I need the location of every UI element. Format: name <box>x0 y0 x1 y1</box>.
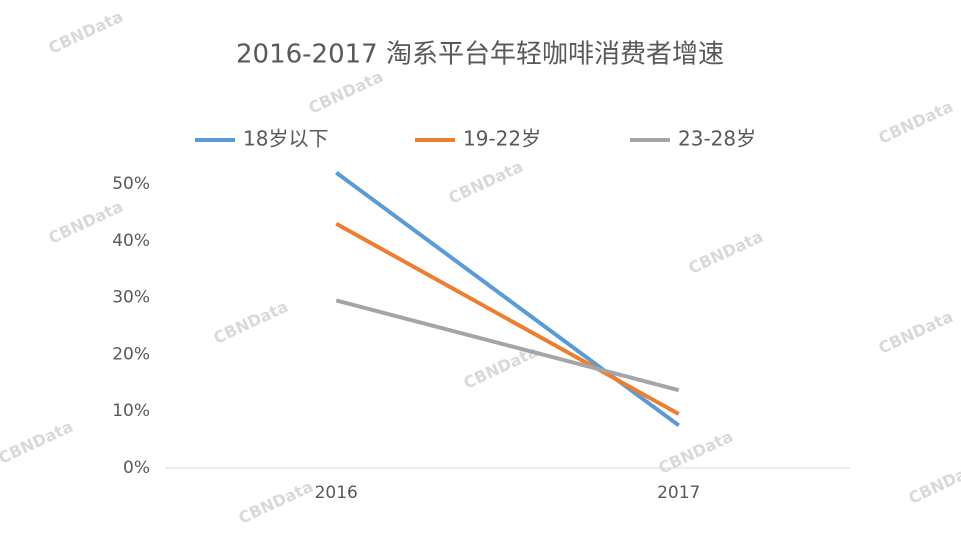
y-tick-label: 0% <box>123 458 150 478</box>
line-series <box>335 298 680 393</box>
watermark: CBNData <box>446 157 526 208</box>
x-tick-label: 2017 <box>657 483 700 503</box>
legend-label: 23-28岁 <box>678 127 756 151</box>
chart-title: 2016-2017 淘系平台年轻咖啡消费者增速 <box>236 40 724 70</box>
watermark: CBNData <box>906 457 961 508</box>
y-tick-label: 40% <box>112 231 150 251</box>
watermark: CBNData <box>306 67 386 118</box>
watermark: CBNData <box>876 97 956 148</box>
x-tick-label: 2016 <box>315 483 358 503</box>
watermark: CBNData <box>876 307 956 358</box>
y-tick-label: 20% <box>112 344 150 364</box>
legend-label: 18岁以下 <box>243 127 328 151</box>
y-tick-label: 50% <box>112 174 150 194</box>
line-series <box>335 222 680 416</box>
legend-label: 19-22岁 <box>463 127 541 151</box>
watermark: CBNData <box>656 427 736 478</box>
y-tick-label: 30% <box>112 288 150 308</box>
watermark: CBNData <box>0 417 76 468</box>
watermark: CBNData <box>686 227 766 278</box>
y-tick-label: 10% <box>112 401 150 421</box>
watermark: CBNData <box>211 297 291 348</box>
watermark: CBNData <box>46 7 126 58</box>
watermark: CBNData <box>236 477 316 528</box>
